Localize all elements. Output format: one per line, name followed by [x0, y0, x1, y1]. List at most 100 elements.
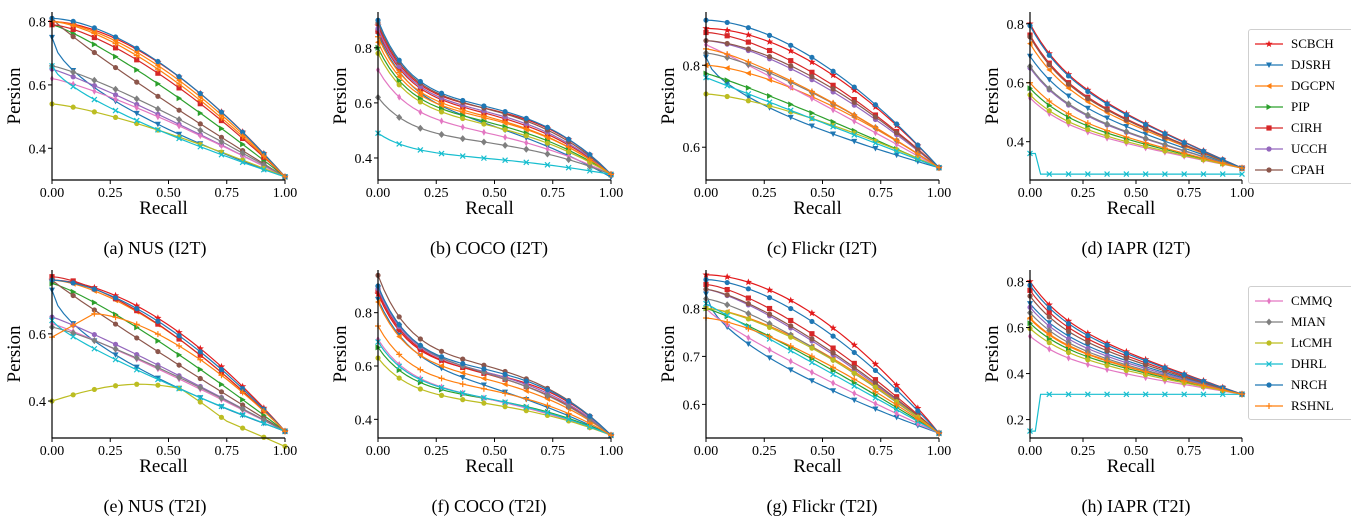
data-point	[260, 153, 267, 160]
data-point	[873, 400, 878, 408]
data-point	[1047, 345, 1052, 353]
data-point	[724, 292, 730, 298]
y-tick-label: 0.4	[1007, 136, 1025, 151]
data-point	[1046, 332, 1053, 339]
series-rshnl	[703, 315, 942, 437]
data-point	[872, 388, 879, 395]
series-pip	[49, 280, 288, 435]
series-line-cirh	[377, 31, 612, 175]
data-point	[523, 115, 529, 121]
data-point	[873, 129, 878, 137]
data-point	[91, 49, 97, 56]
data-point	[724, 82, 731, 89]
legend-item-mian: MIAN	[1255, 311, 1347, 332]
data-point	[788, 305, 794, 312]
data-point	[787, 347, 794, 354]
series-cpah	[375, 20, 614, 178]
series-mian	[375, 282, 614, 439]
data-point	[176, 81, 183, 88]
series-line-mian	[51, 326, 286, 432]
caption-g: (g) Flickr (T2I)	[766, 496, 878, 516]
data-point	[133, 52, 140, 59]
plot-2: 0.00 0.25 0.50 0.75 1.00 0.6 0.8 Recall Persion	[658, 12, 951, 219]
series-nrch	[1027, 282, 1245, 397]
data-point	[745, 25, 751, 31]
legend-label: UCCH	[1291, 140, 1328, 156]
data-point	[112, 352, 119, 358]
data-point	[1123, 355, 1129, 361]
square-icon	[1255, 124, 1283, 131]
x-axis-label: Recall	[793, 198, 842, 219]
data-point	[1123, 367, 1129, 373]
data-point	[481, 362, 487, 368]
data-point	[397, 93, 402, 101]
series-line-dhrl	[1030, 393, 1242, 432]
data-point	[915, 147, 921, 153]
data-point	[745, 98, 751, 104]
series-line-cirh	[705, 283, 940, 434]
data-point	[544, 402, 551, 409]
data-point	[460, 397, 466, 403]
data-point	[544, 140, 551, 146]
data-point	[239, 405, 246, 413]
x-axis-label: Recall	[465, 198, 514, 219]
series-line-djsrh	[705, 56, 940, 169]
data-point	[91, 82, 97, 89]
data-point	[133, 366, 140, 373]
data-point	[1066, 114, 1072, 121]
data-point	[91, 337, 98, 345]
data-point	[1104, 358, 1111, 365]
data-point	[176, 351, 183, 358]
series-line-cpah	[705, 40, 940, 169]
data-point	[503, 133, 508, 141]
series-mian	[375, 93, 614, 178]
data-point	[70, 292, 76, 299]
data-point	[830, 345, 836, 351]
series-dhrl	[703, 74, 942, 171]
series-line-ltcmh	[377, 357, 612, 436]
series-nrch	[49, 15, 288, 180]
data-point	[765, 286, 774, 294]
data-point	[480, 138, 487, 146]
legend-item-cpah: CPAH	[1255, 159, 1347, 180]
data-point	[872, 384, 879, 390]
data-point	[1161, 145, 1168, 152]
data-point	[809, 94, 814, 102]
data-point	[134, 45, 140, 51]
data-point	[872, 394, 879, 401]
series-line-djsrh	[51, 37, 286, 178]
y-tick-label: 0.6	[1007, 77, 1025, 92]
plot-1: 0.00 0.25 0.50 0.75 1.00 0.4 0.6 0.8 Recall Persi…	[330, 12, 623, 219]
data-point	[893, 406, 900, 413]
legend-item-nrch: NRCH	[1255, 374, 1347, 395]
data-point	[1161, 141, 1168, 149]
data-point	[112, 114, 119, 120]
data-point	[70, 22, 77, 29]
data-point	[176, 342, 183, 349]
series-line-pip	[705, 72, 940, 169]
y-axis-label: Persion	[658, 325, 679, 383]
y-axis-label: Persion	[658, 67, 679, 125]
data-point	[766, 295, 773, 301]
triangle-left-icon	[1255, 82, 1283, 89]
data-point	[766, 355, 773, 361]
series-djsrh	[1027, 53, 1245, 172]
data-point	[1239, 391, 1245, 398]
data-point	[197, 101, 203, 107]
data-point	[809, 336, 815, 342]
x-tick-label: 0.25	[98, 444, 123, 459]
data-point	[915, 142, 921, 148]
data-point	[745, 39, 751, 45]
data-point	[438, 375, 445, 382]
data-point	[197, 126, 204, 134]
series-line-ltcmh	[51, 103, 286, 178]
data-point	[459, 381, 466, 388]
data-point	[1046, 335, 1053, 342]
data-point	[851, 383, 858, 389]
data-point	[766, 103, 773, 109]
data-point	[112, 383, 119, 389]
x-tick-label: 0.50	[810, 186, 835, 201]
data-point	[1123, 133, 1130, 140]
data-point	[1123, 138, 1129, 145]
data-point	[830, 350, 836, 356]
